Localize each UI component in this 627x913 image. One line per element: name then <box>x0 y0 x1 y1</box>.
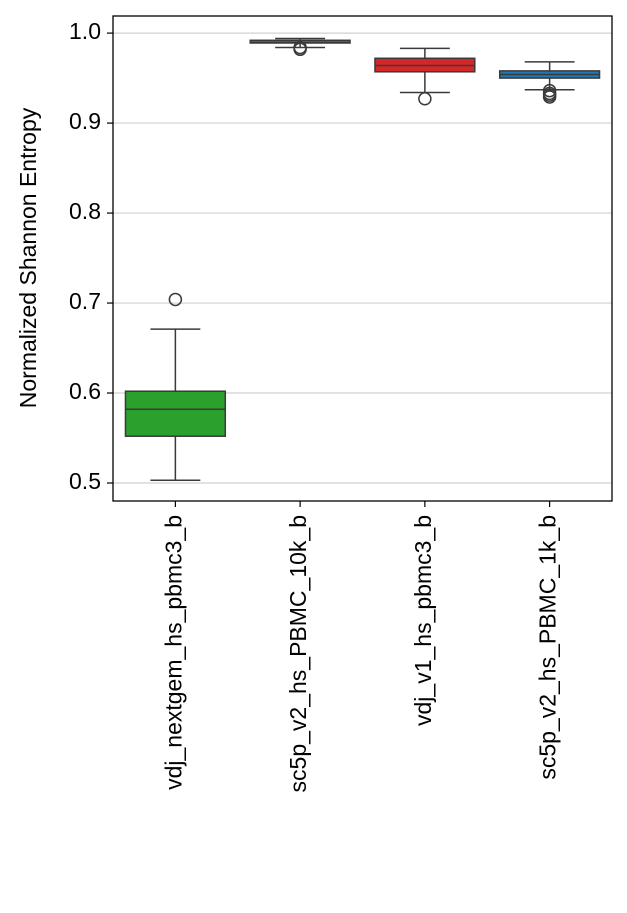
y-tick-label: 0.6 <box>69 378 101 404</box>
outlier <box>168 292 183 307</box>
x-tick-label: sc5p_v2_hs_PBMC_1k_b <box>535 515 561 780</box>
y-tick-label: 0.7 <box>69 288 101 314</box>
outlier <box>542 90 557 104</box>
x-tick-label: vdj_nextgem_hs_pbmc3_b <box>160 515 186 790</box>
box <box>124 390 227 437</box>
y-tick-label: 1.0 <box>69 18 101 44</box>
outlier <box>293 42 307 57</box>
x-tick-label: vdj_v1_hs_pbmc3_b <box>410 515 436 726</box>
y-tick-label: 0.5 <box>69 468 101 494</box>
y-axis-label: Normalized Shannon Entropy <box>15 107 41 408</box>
y-tick-label: 0.8 <box>69 198 101 224</box>
y-tick-label: 0.9 <box>69 108 101 134</box>
plot-frame <box>112 15 613 502</box>
x-tick-label: sc5p_v2_hs_PBMC_10k_b <box>285 515 311 792</box>
outlier <box>418 92 432 106</box>
